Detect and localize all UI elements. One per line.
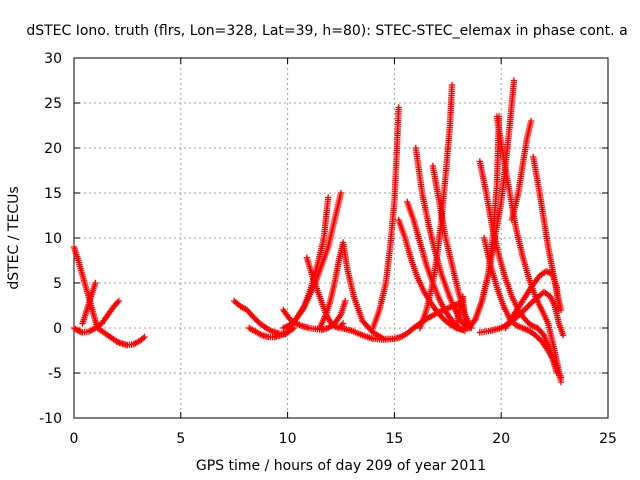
series-arc-12 bbox=[316, 239, 398, 342]
data-point bbox=[324, 194, 332, 201]
y-tick-label: 5 bbox=[53, 276, 62, 292]
data-point bbox=[526, 300, 534, 308]
series-arc-10 bbox=[280, 297, 349, 333]
series-arc-27 bbox=[476, 288, 567, 339]
data-point bbox=[139, 335, 147, 342]
y-tick-label: 10 bbox=[44, 231, 62, 247]
x-tick-label: 10 bbox=[279, 431, 297, 447]
series-arc-05 bbox=[92, 297, 123, 332]
series-arc-14 bbox=[369, 104, 402, 332]
series-arc-23 bbox=[493, 113, 565, 386]
data-point bbox=[522, 305, 529, 312]
series-arc-18 bbox=[416, 81, 456, 332]
data-point bbox=[448, 81, 456, 89]
grid bbox=[74, 58, 608, 418]
series-arc-08 bbox=[280, 189, 345, 332]
y-tick-label: 25 bbox=[44, 96, 62, 112]
data-point bbox=[439, 314, 446, 321]
data-point bbox=[290, 324, 298, 332]
data-point bbox=[92, 279, 99, 287]
x-tick-label: 5 bbox=[176, 431, 185, 447]
data-point bbox=[395, 104, 402, 111]
series-marks bbox=[70, 77, 567, 386]
y-tick-label: 15 bbox=[44, 186, 62, 202]
chart-title: dSTEC Iono. truth (flrs, Lon=328, Lat=39… bbox=[26, 23, 627, 39]
y-tick-label: -10 bbox=[39, 411, 62, 427]
y-tick-label: 30 bbox=[44, 51, 62, 67]
series-arc-24 bbox=[508, 117, 535, 224]
series-arc-09 bbox=[284, 194, 332, 332]
data-point bbox=[539, 330, 546, 337]
data-point bbox=[510, 77, 518, 84]
series-arc-28 bbox=[480, 234, 565, 381]
data-point bbox=[115, 297, 123, 305]
y-axis: -10 -5 0 5 10 15 20 25 30 bbox=[39, 51, 608, 427]
data-point bbox=[523, 303, 531, 311]
y-axis-label: dSTEC / TECUs bbox=[6, 186, 22, 289]
y-tick-label: -5 bbox=[48, 366, 62, 382]
data-point bbox=[337, 189, 345, 197]
series-arc-20 bbox=[453, 113, 503, 332]
x-axis-label: GPS time / hours of day 209 of year 2011 bbox=[196, 458, 486, 474]
x-tick-label: 0 bbox=[70, 431, 79, 447]
data-point bbox=[559, 332, 567, 339]
data-point bbox=[557, 374, 565, 381]
data-point bbox=[342, 297, 349, 305]
data-point bbox=[525, 302, 532, 309]
data-point bbox=[557, 306, 565, 314]
y-tick-label: 20 bbox=[44, 141, 62, 157]
series-arc-26 bbox=[530, 153, 565, 314]
x-tick-label: 15 bbox=[385, 431, 403, 447]
series-arc-03 bbox=[79, 279, 99, 327]
x-axis: 0 5 10 15 20 25 bbox=[70, 58, 617, 447]
y-tick-label: 0 bbox=[53, 321, 62, 337]
x-tick-label: 20 bbox=[492, 431, 510, 447]
data-point bbox=[527, 117, 535, 125]
x-tick-label: 25 bbox=[599, 431, 617, 447]
data-point bbox=[141, 333, 148, 341]
